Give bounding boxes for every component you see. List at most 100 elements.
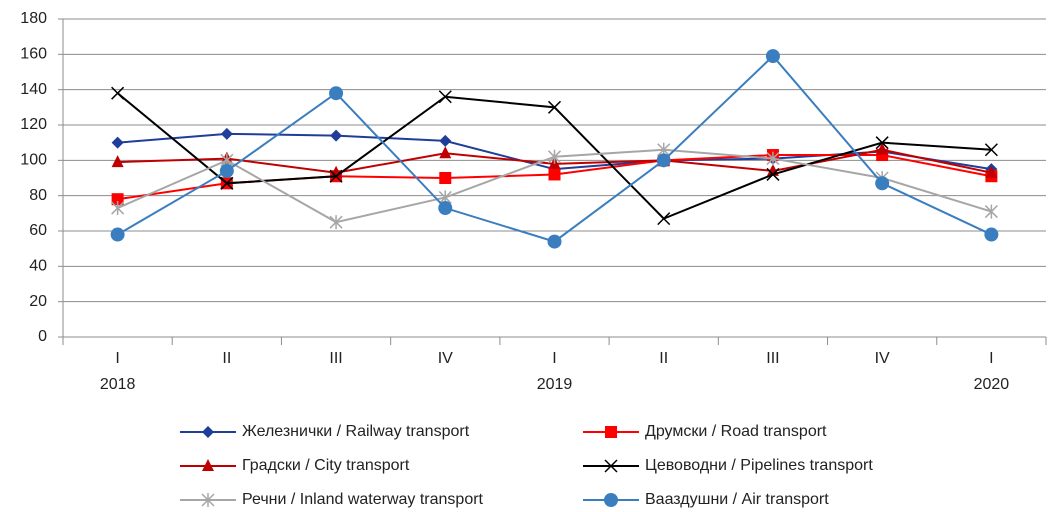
marker (111, 86, 125, 100)
marker-shape (202, 426, 214, 438)
marker (201, 493, 215, 507)
marker (984, 143, 998, 157)
x-tick-label: III (329, 350, 342, 367)
marker-shape (875, 136, 889, 150)
marker (439, 172, 452, 184)
marker (548, 168, 561, 181)
y-tick-label: 20 (29, 293, 47, 310)
legend-label: Друмски / Road transport (645, 423, 827, 440)
x-tick-label: IV (875, 350, 890, 367)
marker (330, 129, 343, 142)
marker (220, 176, 234, 190)
x-tick-label: I (552, 350, 556, 367)
marker (220, 127, 233, 140)
marker (329, 215, 343, 230)
marker-shape (985, 165, 998, 178)
marker (329, 169, 343, 183)
x-tick-label: III (766, 350, 779, 367)
marker (202, 459, 214, 471)
marker-shape (547, 149, 562, 164)
legend-label: Вааздушни / Air transport (645, 491, 829, 508)
marker-shape (438, 201, 453, 216)
marker-shape (875, 176, 890, 191)
marker (984, 227, 999, 242)
marker (111, 155, 124, 168)
marker-shape (766, 167, 780, 181)
marker (219, 163, 234, 178)
marker (605, 426, 617, 438)
y-tick-label: 160 (20, 46, 47, 63)
marker-shape (220, 176, 234, 190)
marker-shape (547, 234, 562, 249)
marker-shape (876, 142, 889, 155)
marker (604, 459, 618, 473)
marker (656, 153, 671, 168)
marker (766, 167, 780, 181)
marker-shape (548, 168, 561, 181)
marker-shape (605, 426, 617, 438)
y-tick-label: 40 (29, 258, 47, 275)
marker-shape (984, 227, 999, 242)
marker-shape (438, 90, 452, 104)
y-tick-label: 140 (20, 81, 47, 98)
marker (604, 493, 618, 507)
x-year-label: 2019 (537, 376, 573, 393)
marker-shape (202, 459, 214, 471)
x-tick-label: II (659, 350, 668, 367)
marker-shape (219, 163, 234, 178)
marker (657, 212, 671, 226)
marker-shape (439, 134, 452, 147)
marker-shape (604, 493, 618, 507)
marker-shape (766, 151, 780, 166)
marker-shape (201, 493, 215, 507)
y-tick-label: 100 (20, 152, 47, 169)
marker-shape (657, 212, 671, 226)
x-year-label: 2018 (100, 376, 136, 393)
marker (765, 49, 780, 64)
y-tick-label: 80 (29, 187, 47, 204)
legend-label: Градски / City transport (242, 457, 410, 474)
marker-shape (110, 227, 125, 242)
marker-shape (329, 169, 343, 183)
marker-shape (220, 127, 233, 140)
marker (111, 136, 124, 149)
legend-label: Речни / Inland waterway transport (242, 491, 484, 508)
marker (438, 201, 453, 216)
marker-shape (329, 86, 344, 101)
marker (329, 86, 344, 101)
marker (111, 193, 124, 206)
x-tick-label: I (989, 350, 993, 367)
marker-shape (439, 146, 452, 159)
marker-shape (330, 129, 343, 142)
y-tick-label: 120 (20, 116, 47, 133)
x-tick-label: II (222, 350, 231, 367)
legend-label: Цевоводни / Pipelines transport (645, 457, 873, 474)
marker-shape (984, 143, 998, 157)
marker-shape (111, 201, 125, 216)
marker (984, 204, 998, 219)
marker (985, 165, 998, 178)
y-tick-label: 0 (38, 328, 47, 345)
marker (202, 426, 214, 438)
marker (110, 227, 125, 242)
marker (438, 90, 452, 104)
x-tick-label: I (115, 350, 119, 367)
marker (876, 142, 889, 155)
marker-shape (984, 204, 998, 219)
marker (547, 100, 562, 114)
marker (547, 149, 562, 164)
y-tick-label: 60 (29, 222, 47, 239)
marker-shape (111, 155, 124, 168)
marker-shape (765, 49, 780, 64)
marker (875, 176, 890, 191)
marker (111, 201, 125, 216)
marker (547, 234, 562, 249)
marker-shape (604, 459, 618, 473)
marker-shape (439, 172, 452, 184)
marker (439, 146, 452, 159)
marker-shape (329, 215, 343, 230)
y-tick-label: 180 (20, 10, 47, 27)
marker-shape (656, 153, 671, 168)
marker-shape (111, 193, 124, 206)
